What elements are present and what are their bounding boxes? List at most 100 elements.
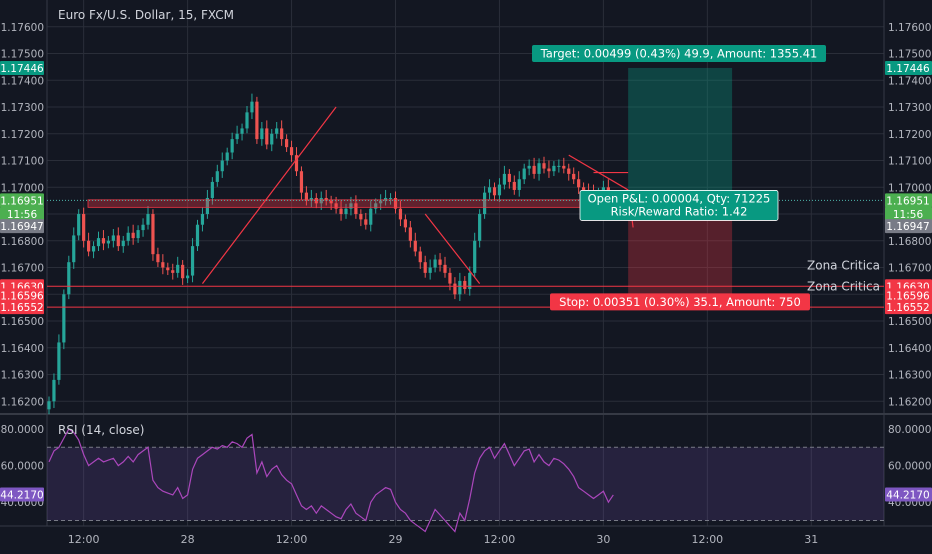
- candle-body: [532, 165, 536, 174]
- price-tick-right: 1.17200: [888, 129, 931, 141]
- candle-body: [497, 184, 502, 196]
- candle-body: [265, 128, 269, 145]
- candle-body: [225, 152, 229, 161]
- rsi-tick-left: 80.0000: [1, 424, 44, 436]
- price-badge-left-label: 11:56: [7, 209, 38, 221]
- candle-body: [235, 133, 239, 140]
- zona-critica-label-2: Zona Critica: [807, 279, 880, 293]
- candle-body: [448, 272, 452, 284]
- candle-body: [413, 240, 417, 252]
- open-pnl-label: Open P&L: 0.00004, Qty: 71225: [588, 191, 771, 205]
- candle-body: [547, 168, 551, 172]
- price-tick-left: 1.17000: [1, 182, 44, 194]
- candle-body: [200, 214, 205, 225]
- candle-body: [220, 160, 224, 172]
- candle-body: [280, 128, 284, 140]
- rsi-current-badge-right: [885, 487, 932, 502]
- candle-body: [91, 246, 96, 252]
- candle-body: [101, 238, 106, 244]
- candle-body: [289, 147, 294, 156]
- candle-body: [473, 240, 477, 273]
- candle-body: [577, 179, 581, 188]
- price-tick-left: 1.17300: [1, 102, 44, 114]
- candle-body: [398, 208, 403, 220]
- candle-body: [57, 342, 61, 380]
- price-tick-right: 1.17600: [888, 22, 931, 34]
- candle-body: [418, 251, 422, 263]
- candle-body: [517, 179, 521, 190]
- candle-body: [161, 262, 165, 268]
- price-tick-right: 1.16300: [888, 370, 931, 382]
- candle-body: [210, 181, 214, 198]
- candle-body: [359, 214, 363, 220]
- candle-body: [181, 264, 185, 279]
- candle-body: [240, 128, 244, 134]
- trend-line-down: [424, 213, 481, 284]
- candle-body: [512, 181, 516, 190]
- price-tick-left: 1.16700: [1, 263, 44, 275]
- price-tick-left: 1.17600: [1, 22, 44, 34]
- candle-body: [438, 259, 442, 265]
- price-tick-right: 1.16700: [888, 263, 931, 275]
- target-label: Target: 0.00499 (0.43%) 49.9, Amount: 13…: [540, 46, 818, 60]
- candle-body: [82, 214, 86, 241]
- price-tick-left: 1.16400: [1, 343, 44, 355]
- rsi-tick-right: 60.0000: [888, 461, 931, 473]
- candle-body: [384, 197, 388, 201]
- candle-body: [230, 139, 234, 153]
- rsi-current-badge-left: [0, 487, 44, 502]
- candle-body: [270, 133, 274, 145]
- candle-body: [260, 128, 264, 140]
- target-zone: [628, 67, 733, 202]
- candle-body: [285, 139, 289, 148]
- price-badge-left: [0, 206, 44, 221]
- price-badge-right: [885, 60, 932, 75]
- price-badge-left-label: 1.17446: [0, 63, 44, 75]
- candle-body: [463, 280, 467, 289]
- candle-body: [522, 168, 526, 180]
- price-badge-left: [0, 60, 44, 75]
- time-tick: 29: [389, 533, 403, 546]
- candle-body: [205, 197, 209, 215]
- candle-body: [250, 101, 254, 113]
- candle-body: [339, 208, 343, 215]
- time-tick: 31: [804, 533, 818, 546]
- trend-line-up: [201, 106, 337, 284]
- candle-body: [309, 197, 313, 201]
- candle-body: [176, 264, 180, 273]
- price-badge-left: [0, 288, 44, 303]
- time-tick: 12:00: [68, 533, 100, 546]
- time-tick: 28: [181, 533, 195, 546]
- candle-body: [52, 379, 56, 402]
- candle-body: [483, 192, 487, 215]
- candle-body: [126, 232, 130, 241]
- price-badge-left-label: 1.16552: [0, 302, 43, 314]
- candle-body: [582, 187, 586, 190]
- rsi-tick-left: 60.0000: [1, 461, 44, 473]
- price-tick-left: 1.16200: [1, 396, 44, 408]
- price-badge-left: [0, 300, 44, 315]
- price-badge-right: [885, 300, 932, 315]
- price-tick-left: 1.16800: [1, 236, 44, 248]
- stop-label-box: [550, 293, 810, 311]
- candle-body: [492, 187, 497, 196]
- price-badge-right: [885, 193, 932, 208]
- candle-body: [96, 238, 101, 247]
- rsi-band: [47, 447, 884, 521]
- rsi-current-value-left: 44.2170: [0, 489, 43, 501]
- price-badge-right-label: 11:56: [893, 209, 924, 221]
- candle-body: [186, 275, 190, 279]
- candle-body: [319, 197, 323, 204]
- candle-body: [537, 163, 541, 174]
- candle-body: [344, 208, 348, 215]
- price-tick-right: 1.16400: [888, 343, 931, 355]
- price-tick-right: 1.16200: [888, 396, 931, 408]
- price-tick-left: 1.17100: [1, 156, 44, 168]
- candle-body: [131, 232, 135, 239]
- price-badge-left: [0, 219, 44, 234]
- candle-body: [364, 219, 368, 225]
- candle-body: [562, 165, 566, 169]
- candle-body: [423, 262, 427, 273]
